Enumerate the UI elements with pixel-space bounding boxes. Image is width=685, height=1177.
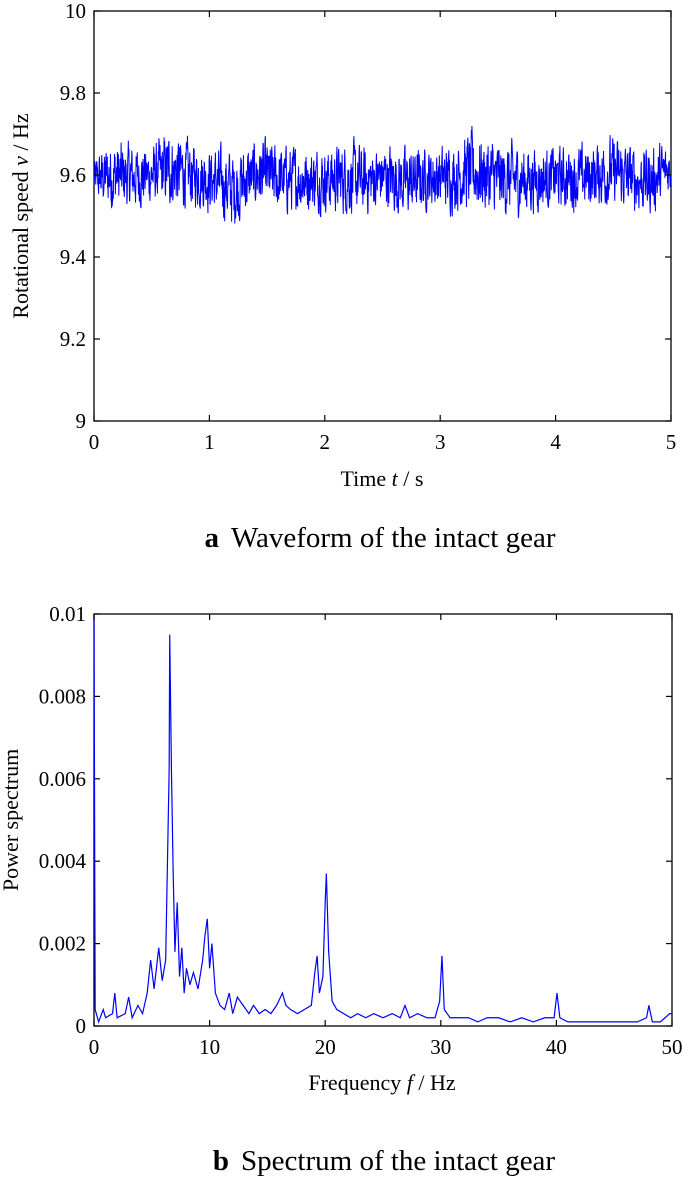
waveform-y-tick-label: 9.6: [60, 163, 86, 187]
spectrum-chart: 0 10 20 30 40 50 0 0.002 0.004 0.006 0.008 0.01 Fre…: [0, 602, 683, 1177]
spectrum-x-tick-label: 30: [430, 1035, 451, 1059]
waveform-ticks: 0 1 2 3 4 5 9 9.2 9.4 9.6 9.8 10: [60, 0, 677, 454]
waveform-plot-frame: [93, 10, 672, 422]
waveform-line: [93, 126, 672, 224]
spectrum-y-tick-label: 0.008: [39, 684, 86, 708]
waveform-y-tick-label: 9.8: [60, 81, 86, 105]
waveform-ylabel: Rotational speed v / Hz: [8, 113, 33, 319]
spectrum-x-tick-label: 50: [662, 1035, 683, 1059]
spectrum-xlabel: Frequency f / Hz: [308, 1070, 455, 1095]
waveform-chart: 0 1 2 3 4 5 9 9.2 9.4 9.6 9.8 10 Time t / s Rotatio…: [8, 0, 676, 554]
spectrum-y-tick-label: 0.004: [39, 849, 87, 873]
spectrum-ylabel: Power spectrum: [0, 749, 23, 891]
waveform-caption: a Waveform of the intact gear: [204, 522, 555, 554]
spectrum-x-tick-label: 10: [199, 1035, 220, 1059]
waveform-y-tick-label: 9.4: [60, 245, 87, 269]
spectrum-y-tick-label: 0.01: [49, 602, 86, 626]
spectrum-line: [93, 613, 672, 1024]
spectrum-y-tick-label: 0.006: [39, 767, 86, 791]
waveform-x-tick-label: 3: [435, 430, 446, 454]
spectrum-x-tick-label: 20: [315, 1035, 336, 1059]
waveform-y-tick-label: 10: [65, 0, 86, 23]
waveform-y-tick-label: 9.2: [60, 327, 86, 351]
waveform-series: [93, 126, 672, 224]
waveform-y-tick-label: 9: [76, 409, 87, 433]
spectrum-caption: b Spectrum of the intact gear: [213, 1145, 556, 1177]
waveform-x-tick-label: 1: [204, 430, 215, 454]
waveform-x-tick-label: 5: [666, 430, 677, 454]
waveform-x-tick-label: 4: [550, 430, 561, 454]
waveform-xlabel: Time t / s: [341, 466, 424, 491]
spectrum-plot-frame: [93, 613, 673, 1027]
spectrum-x-tick-label: 0: [89, 1035, 100, 1059]
spectrum-x-tick-label: 40: [546, 1035, 567, 1059]
spectrum-y-tick-label: 0: [76, 1014, 87, 1038]
waveform-x-tick-label: 0: [89, 430, 100, 454]
waveform-x-tick-label: 2: [320, 430, 331, 454]
spectrum-ticks: 0 10 20 30 40 50 0 0.002 0.004 0.006 0.008 0.01: [39, 602, 683, 1059]
spectrum-y-tick-label: 0.002: [39, 932, 86, 956]
spectrum-series: [93, 613, 672, 1024]
